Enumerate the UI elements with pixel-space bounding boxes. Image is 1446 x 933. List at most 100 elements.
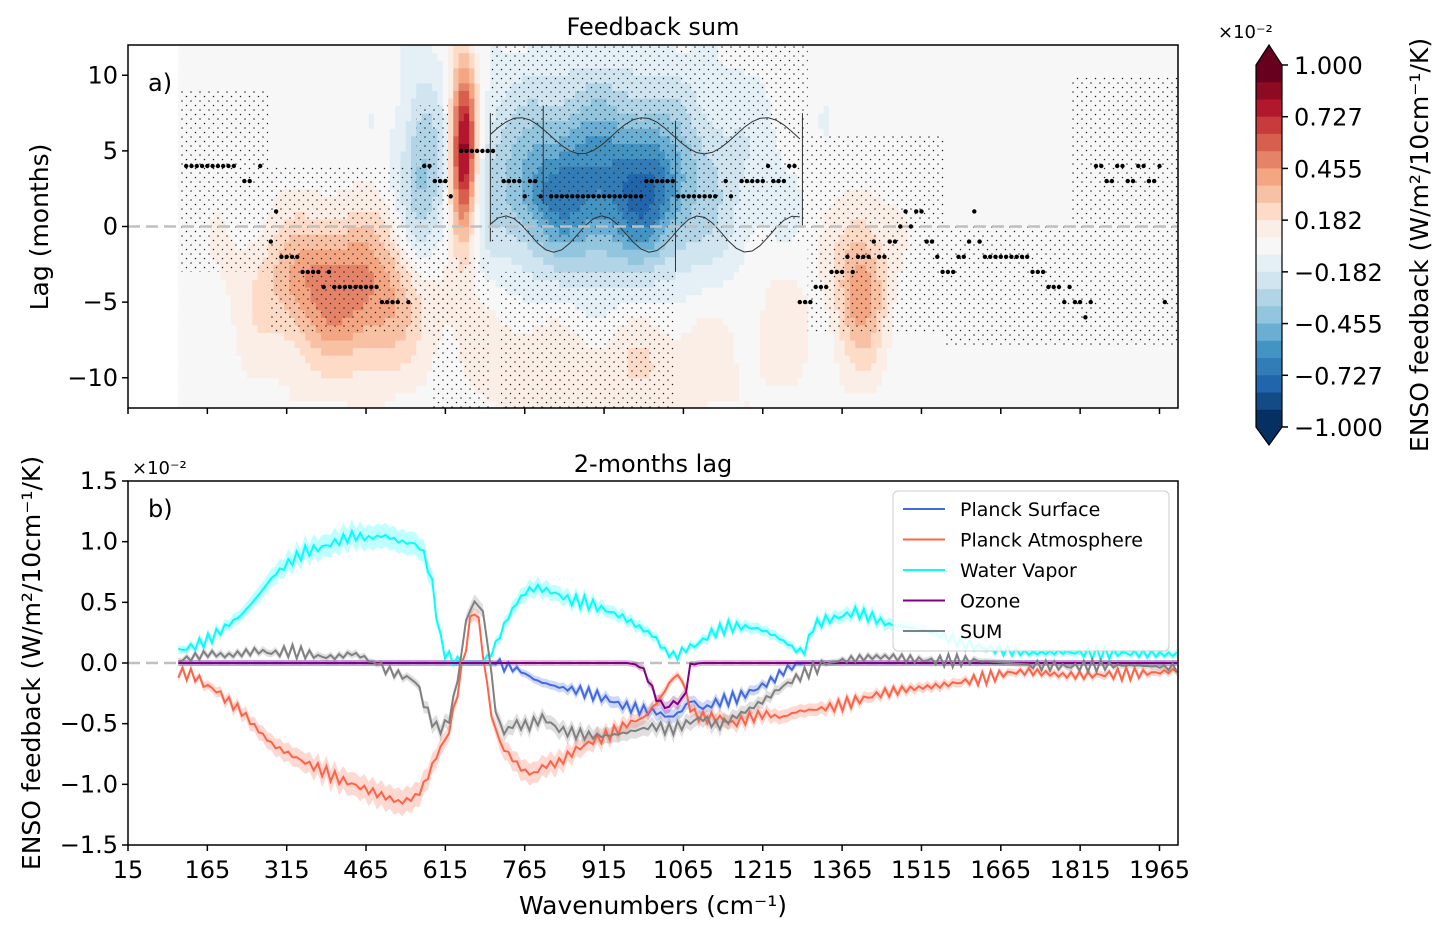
heatmap-cell [241,355,248,364]
heatmap-cell [373,339,380,349]
heatmap-cell [368,392,375,402]
heatmap-cell [495,392,502,402]
heatmap-cell [358,362,364,371]
heatmap-cell [373,143,380,152]
heatmap-cell [469,241,476,250]
heatmap-cell [659,264,666,273]
heatmap-cell [241,52,248,61]
heatmap-cell [363,332,370,341]
heatmap-cell [485,75,491,84]
heatmap-cell [453,218,460,228]
heatmap-cell [474,60,481,69]
heatmap-cell [691,400,698,408]
heatmap-cell [675,256,682,265]
heatmap-cell [241,309,248,318]
heatmap-cell [358,105,364,114]
heatmap-cell [537,264,544,273]
heatmap-cell [278,105,285,114]
heatmap-cell [331,128,338,137]
heatmap-cell [204,332,211,341]
heatmap-cell [717,370,724,379]
heatmap-cell [220,279,227,288]
heatmap-cell [236,332,243,341]
heatmap-cell [331,52,338,61]
heatmap-cell [405,339,412,349]
heatmap-cell [490,362,497,371]
heatmap-cell [299,90,306,99]
heatmap-cell [257,400,264,408]
heatmap-cell [299,52,306,61]
heatmap-cell [532,264,539,273]
heatmap-cell [310,370,317,379]
heatmap-cell [421,392,428,402]
heatmap-cell [299,385,306,394]
heatmap-cell [257,279,264,288]
heatmap-cell [643,249,650,258]
heatmap-cell [474,166,481,175]
heatmap-cell [305,135,312,144]
heatmap-cell [707,264,714,273]
heatmap-cell [294,347,301,356]
heatmap-cell [479,226,486,235]
heatmap-cell [680,317,687,326]
heatmap-cell [252,287,259,296]
heatmap-cell [257,370,264,379]
heatmap-cell [188,279,195,288]
heatmap-cell [463,75,470,84]
heatmap-cell [225,362,232,371]
heatmap-cell [495,279,502,288]
heatmap-cell [448,234,454,243]
heatmap-cell [278,332,285,341]
heatmap-cell [675,287,682,296]
heatmap-cell [405,128,412,137]
heatmap-cell [373,60,380,69]
heatmap-cell [247,309,253,318]
heatmap-cell [257,52,264,61]
heatmap-cell [199,377,206,386]
heatmap-cell [712,294,719,303]
heatmap-cell [257,332,264,341]
heatmap-cell [463,135,470,144]
heatmap-cell [252,60,259,69]
heatmap-cell [479,241,486,250]
heatmap-cell [342,82,349,91]
heatmap-cell [268,400,275,408]
heatmap-cell [363,60,370,69]
heatmap-cell [368,377,375,386]
heatmap-cell [199,324,206,333]
heatmap-cell [278,377,285,386]
heatmap-cell [257,75,264,84]
heatmap-cell [262,287,269,296]
heatmap-cell [194,362,201,371]
heatmap-cell [485,226,491,235]
heatmap-cell [400,97,407,107]
heatmap-cell [331,385,338,394]
heatmap-cell [273,370,280,379]
heatmap-cell [384,67,391,76]
heatmap-cell [178,332,185,341]
heatmap-cell [363,150,370,160]
heatmap-cell [622,241,629,250]
heatmap-cell [395,150,402,160]
heatmap-cell [209,302,216,311]
heatmap-cell [326,67,333,76]
heatmap-cell [236,82,243,91]
heatmap-cell [522,264,528,273]
heatmap-cell [225,52,232,61]
heatmap-cell [437,67,444,76]
heatmap-cell [686,279,692,288]
heatmap-cell [686,271,692,281]
heatmap-cell [326,113,333,122]
heatmap-cell [199,60,206,69]
heatmap-cell [479,234,486,243]
heatmap-cell [289,355,296,364]
heatmap-cell [268,45,275,54]
heatmap-cell [305,370,312,379]
heatmap-cell [469,90,476,99]
heatmap-cell [485,234,491,243]
heatmap-cell [188,317,195,326]
heatmap-cell [321,105,327,114]
heatmap-cell [463,181,470,190]
heatmap-cell [400,120,407,129]
